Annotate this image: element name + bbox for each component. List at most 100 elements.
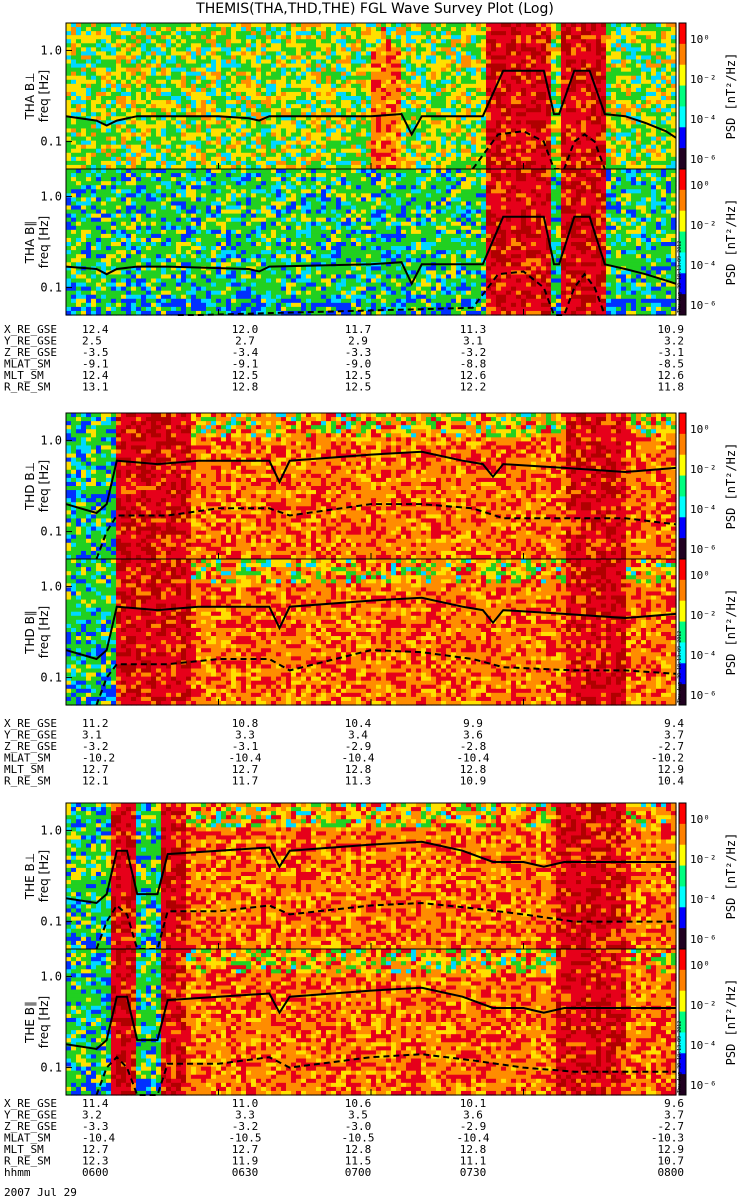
ephemeris-value: 2.5	[82, 335, 102, 348]
series-dashed-line-5	[95, 1053, 676, 1096]
colorbar-tick-label: 10⁻²	[690, 999, 717, 1012]
colorbar-tick-label: 10⁻⁴	[690, 503, 717, 516]
ephemeris-value: 3.2	[82, 1109, 102, 1122]
ephemeris-value: 13.1	[82, 381, 109, 394]
ephemeris-row-label: X_RE_GSE	[4, 1097, 57, 1110]
ephemeris-value: -10.4	[228, 752, 261, 765]
ephemeris-value: 12.6	[658, 369, 685, 382]
ephemeris-block-0: X_RE_GSE 12.4 12.0 11.7 11.3 10.9 Y_RE_GSE 2.5 2…	[4, 323, 684, 394]
ephemeris-value: -8.5	[658, 358, 685, 371]
colorbar-segment	[679, 294, 686, 316]
ephemeris-value: -10.4	[82, 1132, 115, 1145]
series-dashed-line-3	[95, 649, 677, 706]
colorbar-tick-label: 10⁻²	[690, 609, 717, 622]
colorbar-segment	[679, 1032, 686, 1054]
ephemeris-value: 12.8	[345, 763, 372, 776]
colorbar-segment	[679, 210, 686, 233]
colorbar-segment	[679, 106, 686, 128]
spectrogram-panel-5: 1.0 0.1 THE B∥ freq [Hz] 10⁰ 10⁻² 10⁻⁴ 10⁻⁶ PSD …	[23, 948, 738, 1096]
colorbar-tick-label: 10⁰	[690, 33, 710, 46]
ytick-label: 0.1	[40, 281, 62, 295]
ephemeris-value: 12.4	[82, 369, 109, 382]
colorbar-tick-label: 10⁻⁶	[690, 933, 717, 946]
colorbar-segment	[679, 496, 686, 518]
colorbar-segment	[679, 1053, 686, 1075]
ephemeris-value: -3.3	[345, 346, 372, 359]
ephemeris-value: 11.1	[460, 1155, 487, 1168]
ytick-label: 1.0	[40, 433, 62, 447]
ephemeris-value: 10.6	[345, 1097, 372, 1110]
ephemeris-value: 12.5	[345, 381, 372, 394]
ephemeris-value: 10.9	[658, 323, 685, 336]
ephemeris-value: 12.9	[658, 1143, 685, 1156]
colorbar-frame	[678, 558, 687, 706]
ytick-label: 1.0	[40, 579, 62, 593]
colorbar-segment	[679, 579, 686, 602]
spectrogram-panel-1: 1.0 0.1 THA B∥ freq [Hz] 10⁰ 10⁻² 10⁻⁴ 10⁻⁶ PSD …	[23, 168, 738, 316]
figure-title: THEMIS(THA,THD,THE) FGL Wave Survey Plot…	[0, 1, 750, 17]
colorbar-segment	[679, 865, 686, 887]
colorbar-segment	[679, 273, 686, 295]
ephemeris-value: 10.9	[460, 775, 487, 788]
ephemeris-value: -3.3	[82, 1120, 109, 1133]
colorbar-segment	[679, 844, 686, 867]
colorbar-tick-label: 10⁰	[690, 423, 710, 436]
colorbar-segment	[679, 886, 686, 908]
ephemeris-value: 9.9	[463, 717, 483, 730]
ephemeris-row-label: X_RE_GSE	[4, 717, 57, 730]
series-solid-line-4	[65, 840, 676, 905]
ephemeris-value: -3.2	[232, 1120, 259, 1133]
ephemeris-value: 11.0	[232, 1097, 259, 1110]
ylabel: THA B⊥	[23, 72, 37, 120]
series-solid-line-2	[65, 450, 677, 515]
ephemeris-value: -10.4	[341, 752, 374, 765]
ephemeris-value: 11.9	[232, 1155, 259, 1168]
ephemeris-row-label: MLAT_SM	[4, 752, 51, 765]
colorbar-segment	[679, 684, 686, 706]
ephemeris-value: 3.2	[664, 335, 684, 348]
ytick-label: 0.1	[40, 915, 62, 929]
colorbar-segment	[679, 475, 686, 497]
colorbar-segment	[679, 600, 686, 623]
ytick-label: 1.0	[40, 189, 62, 203]
ylabel: freq [Hz]	[37, 996, 51, 1048]
ephemeris-value: 12.7	[82, 763, 109, 776]
ephemeris-row-label: MLT_SM	[4, 369, 44, 382]
ylabel: freq [Hz]	[37, 70, 51, 122]
ephemeris-value: 12.5	[345, 369, 372, 382]
ytick-label: 1.0	[40, 969, 62, 983]
ephemeris-value: 12.9	[658, 763, 685, 776]
ylabel: freq [Hz]	[37, 460, 51, 512]
colorbar-segment	[679, 148, 686, 170]
colorbar-label: PSD [nT²/Hz]	[724, 833, 738, 920]
ephemeris-row-label: R_RE_SM	[4, 1155, 51, 1168]
colorbar-tick-label: 10⁻⁴	[690, 259, 717, 272]
ephemeris-value: 3.6	[463, 1109, 483, 1122]
ephemeris-value: -10.4	[456, 1132, 489, 1145]
colorbar-segment	[679, 823, 686, 846]
ytick-label: 0.1	[40, 1061, 62, 1075]
ephemeris-value: -10.4	[456, 752, 489, 765]
ephemeris-value: 12.8	[460, 1143, 487, 1156]
colorbar-segment	[679, 907, 686, 929]
ephemeris-value: 11.7	[232, 775, 259, 788]
date-label: 2007 Jul 29	[4, 1186, 77, 1199]
ephemeris-value: 0700	[345, 1166, 372, 1179]
colorbar-tick-label: 10⁰	[690, 959, 710, 972]
colorbar-segment	[679, 517, 686, 539]
ephemeris-value: 12.2	[460, 381, 487, 394]
ephemeris-value: 11.5	[345, 1155, 372, 1168]
ephemeris-value: 11.3	[345, 775, 372, 788]
ephemeris-row-label: R_RE_SM	[4, 381, 51, 394]
colorbar-tick-label: 10⁻⁶	[690, 543, 717, 556]
ephemeris-value: 3.7	[664, 1109, 684, 1122]
colorbar-segment	[679, 189, 686, 212]
colorbar-segment	[679, 621, 686, 643]
ephemeris-value: 10.1	[460, 1097, 487, 1110]
ephemeris-row-label: Y_RE_GSE	[4, 335, 57, 348]
ephemeris-value: -3.2	[82, 740, 109, 753]
ephemeris-value: 10.4	[345, 717, 372, 730]
ephemeris-value: -9.1	[82, 358, 109, 371]
series-dashed-line-1	[177, 270, 606, 316]
ephemeris-value: 3.3	[235, 1109, 255, 1122]
